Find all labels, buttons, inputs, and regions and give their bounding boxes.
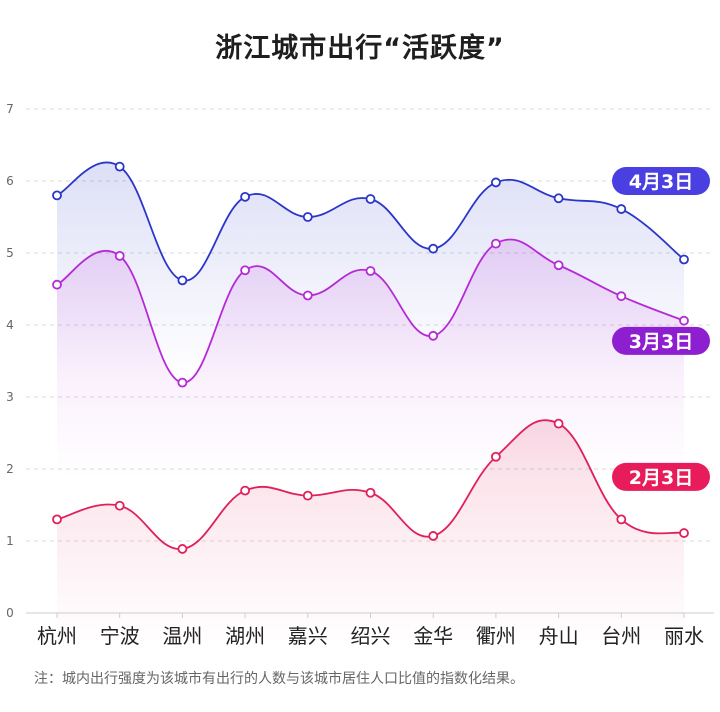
data-point: [428, 330, 439, 341]
data-points: [52, 161, 689, 554]
series-line: [56, 161, 685, 282]
data-point: [365, 487, 376, 498]
data-point: [177, 377, 188, 388]
x-tick-label: 温州: [162, 624, 202, 648]
y-tick-label: 7: [6, 102, 14, 116]
data-point: [52, 190, 62, 201]
data-point: [52, 514, 62, 525]
legend-badge: [612, 167, 710, 195]
series-area: [57, 239, 684, 478]
data-point: [616, 514, 627, 525]
footnote: 注：城内出行强度为该城市有出行的人数与该城市居住人口比值的指数化结果。: [34, 671, 524, 687]
data-point: [553, 193, 564, 204]
data-point: [114, 161, 125, 172]
y-tick-label: 3: [6, 390, 14, 404]
series-area: [57, 420, 684, 644]
data-point: [240, 191, 251, 202]
data-point: [679, 315, 689, 326]
y-tick-label: 0: [6, 606, 14, 620]
x-tick-label: 宁波: [100, 624, 140, 648]
x-tick-label: 台州: [601, 624, 641, 648]
chart-title: 浙江城市出行“活跃度”: [215, 33, 505, 64]
legend-badge: [612, 326, 710, 355]
x-tick-label: 金华: [413, 624, 453, 648]
x-tick-label: 绍兴: [351, 624, 391, 648]
x-tick-label: 丽水: [664, 624, 704, 648]
data-point: [616, 291, 627, 302]
legend-badge-label: 4月3日: [629, 171, 693, 193]
data-point: [490, 451, 501, 462]
series-areas: [57, 162, 684, 644]
data-point: [428, 531, 439, 541]
data-point: [114, 500, 125, 511]
axes: 0 1 2 3 4 5 6 7 杭州 宁波 温州 湖州 嘉兴 绍兴 金华 衢州 舟山 台州 丽水: [6, 102, 714, 648]
data-point: [428, 243, 439, 254]
x-tick-label: 湖州: [225, 624, 265, 648]
legend-badge-label: 3月3日: [629, 331, 693, 353]
data-point: [302, 212, 313, 222]
data-point: [114, 250, 125, 261]
data-point: [240, 265, 251, 276]
data-point: [490, 177, 501, 188]
legend-badge-label: 2月3日: [629, 467, 693, 489]
data-point: [177, 544, 188, 554]
y-tick-label: 4: [6, 318, 14, 332]
data-point: [365, 266, 376, 276]
data-point: [52, 279, 62, 290]
y-tick-label: 6: [6, 174, 14, 188]
data-point: [302, 490, 313, 501]
series-line: [56, 419, 685, 550]
legend-badges: 4月3日 3月3日 2月3日: [612, 167, 710, 491]
data-point: [553, 418, 564, 429]
data-point: [302, 290, 313, 301]
y-tick-label: 5: [6, 246, 14, 260]
y-tick-label: 2: [6, 462, 14, 476]
x-tick-label: 衢州: [476, 624, 516, 648]
x-tick-label: 嘉兴: [288, 624, 328, 648]
data-point: [240, 485, 251, 496]
data-point: [365, 194, 376, 204]
x-tick-label: 舟山: [539, 624, 579, 648]
data-point: [679, 254, 689, 265]
data-point: [553, 260, 564, 271]
data-point: [490, 238, 501, 249]
data-point: [679, 528, 689, 538]
data-point: [616, 204, 627, 214]
x-tick-label: 杭州: [37, 624, 77, 648]
data-point: [177, 275, 188, 286]
legend-badge: [612, 462, 710, 491]
y-tick-label: 1: [6, 534, 14, 548]
